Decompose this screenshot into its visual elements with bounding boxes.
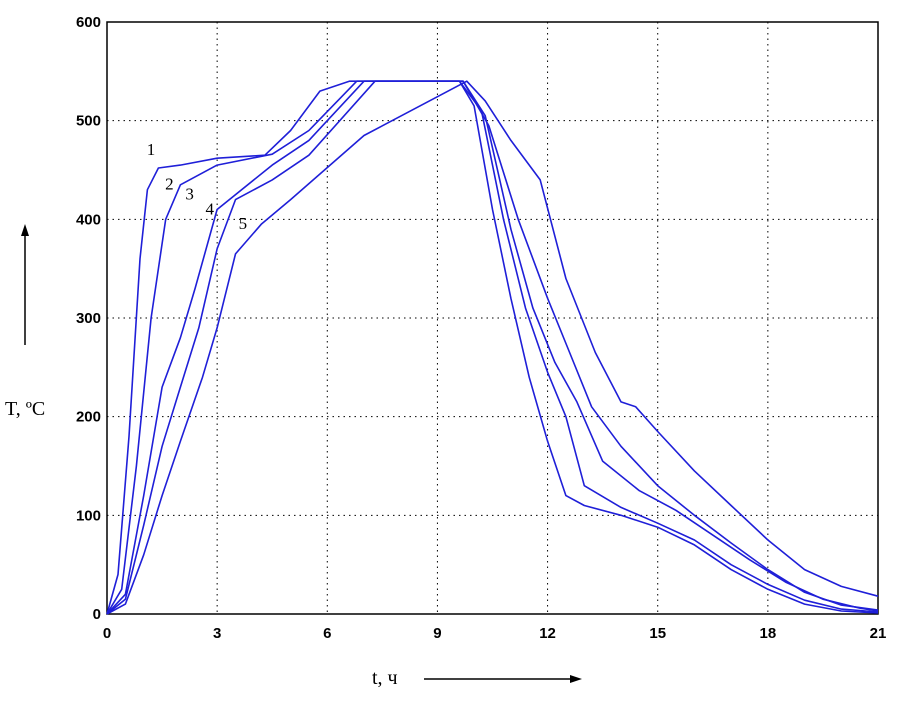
y-tick-label: 300: [76, 310, 101, 327]
y-tick-label: 0: [93, 606, 101, 623]
y-tick-label: 100: [76, 507, 101, 524]
series-line-5: [106, 80, 879, 615]
curve-label-4: 4: [206, 199, 215, 218]
y-tick-label: 200: [76, 409, 101, 426]
plot-frame: [106, 21, 879, 615]
x-tick-labels: 0 3 6 9 12 15 18 21: [103, 625, 887, 642]
y-tick-label: 500: [76, 113, 101, 130]
x-tick-label: 18: [760, 625, 777, 642]
curve-label-1: 1: [147, 140, 156, 159]
x-axis-arrowhead: [570, 675, 582, 683]
curve-label-2: 2: [165, 175, 174, 194]
series-lines: [106, 80, 879, 615]
y-axis-label: T, ºС: [5, 398, 45, 420]
series-line-1: [106, 80, 879, 615]
x-tick-label: 9: [433, 625, 441, 642]
x-tick-label: 3: [213, 625, 221, 642]
x-tick-label: 12: [539, 625, 556, 642]
x-axis-label: t, ч: [372, 667, 398, 689]
y-axis-arrowhead: [21, 224, 29, 236]
x-tick-label: 21: [870, 625, 887, 642]
grid-lines: [107, 22, 878, 614]
curve-label-5: 5: [239, 214, 248, 233]
series-line-2: [106, 80, 879, 615]
x-tick-label: 6: [323, 625, 331, 642]
series-line-3: [106, 80, 879, 615]
series-line-4: [106, 80, 879, 615]
curve-label-3: 3: [185, 185, 194, 204]
x-tick-label: 15: [649, 625, 666, 642]
y-tick-label: 400: [76, 211, 101, 228]
y-tick-labels: 0 100 200 300 400 500 600: [76, 14, 101, 623]
x-tick-label: 0: [103, 625, 111, 642]
y-tick-label: 600: [76, 14, 101, 31]
